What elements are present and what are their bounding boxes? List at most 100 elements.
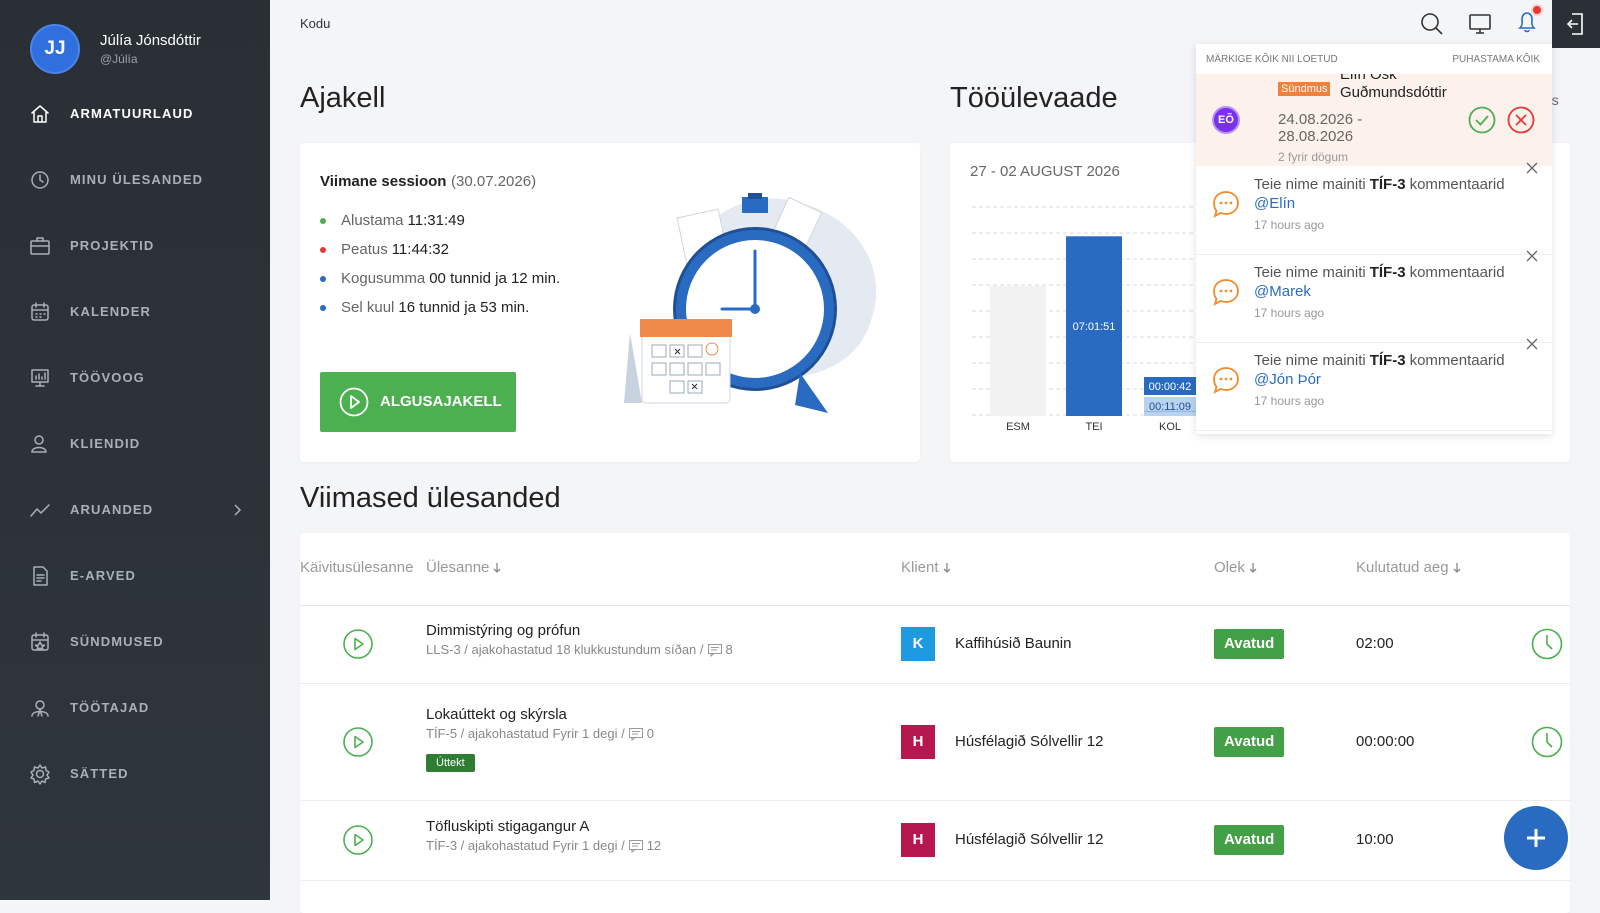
comment-icon-shape bbox=[1230, 378, 1233, 381]
sort-arrow-shape bbox=[943, 563, 951, 573]
nav-item[interactable]: TÖÖTAJAD bbox=[0, 686, 270, 730]
dismiss-button[interactable] bbox=[1526, 338, 1538, 350]
day-label: ESM bbox=[1006, 421, 1030, 433]
session-label: Viimane sessioon bbox=[320, 173, 446, 190]
breadcrumb: Kodu bbox=[300, 16, 330, 31]
start-task-button[interactable] bbox=[343, 727, 373, 757]
dismiss-button[interactable] bbox=[1526, 162, 1538, 174]
nav-icon bbox=[29, 367, 51, 389]
accept-button[interactable] bbox=[1468, 106, 1496, 134]
mark-all-read[interactable]: MÄRKIGE KÕIK NII LOETUD bbox=[1206, 54, 1338, 65]
comment-icon-shape bbox=[1220, 202, 1223, 205]
play-icon-shape bbox=[341, 389, 368, 416]
task-name[interactable]: Lokaúttekt og skýrsla bbox=[426, 706, 567, 723]
nav-icon-shape bbox=[29, 103, 51, 125]
nav-label: TÖÖTAJAD bbox=[70, 700, 149, 715]
nav-icon-shape bbox=[29, 565, 51, 587]
mention-prefix: Teie nime mainiti bbox=[1254, 352, 1366, 369]
bell-button[interactable] bbox=[1515, 8, 1545, 38]
nav-item[interactable]: KLIENDID bbox=[0, 422, 270, 466]
dismiss-button-shape bbox=[1526, 162, 1538, 174]
task-meta-text: TÍF-3 / ajakohastatud Fyrir 1 degi / bbox=[426, 838, 625, 853]
clear-all[interactable]: PUHASTAMA KÕIK bbox=[1452, 54, 1540, 65]
mention-user: @Elín bbox=[1254, 195, 1295, 212]
nav-label: E-ARVED bbox=[70, 568, 136, 583]
nav-label: SÄTTED bbox=[70, 766, 129, 781]
mention-suffix: kommentaarid bbox=[1410, 264, 1505, 281]
column-header[interactable]: Ülesanne bbox=[426, 559, 489, 576]
nav-label: ARMATUURLAUD bbox=[70, 106, 193, 121]
user-name: Júlía Jónsdóttir bbox=[100, 32, 201, 49]
dismiss-button[interactable] bbox=[1526, 250, 1538, 262]
task-tag: Úttekt bbox=[426, 754, 475, 772]
start-task-button-shape bbox=[344, 630, 372, 658]
task-name[interactable]: Töfluskipti stigagangur A bbox=[426, 818, 589, 835]
nav-icon bbox=[29, 763, 51, 785]
column-header[interactable]: Olek bbox=[1214, 559, 1245, 576]
bullet-shape bbox=[320, 305, 326, 311]
nav-item[interactable]: PROJEKTID bbox=[0, 224, 270, 268]
bullet-shape bbox=[320, 247, 326, 253]
decline-button-shape bbox=[1516, 115, 1526, 125]
nav-item[interactable]: ARUANDED bbox=[0, 488, 270, 532]
event-name: Elín Ósk Guðmundsdóttir bbox=[1340, 74, 1470, 102]
task-row: Töfluskipti stigagangur A TÍF-3 / ajakoha… bbox=[300, 800, 1570, 881]
session-date: (30.07.2026) bbox=[451, 173, 536, 190]
nav-item[interactable]: MINU ÜLESANDED bbox=[0, 158, 270, 202]
screen-button[interactable] bbox=[1468, 12, 1492, 36]
start-task-button[interactable] bbox=[343, 825, 373, 855]
column-header[interactable]: Kulutatud aeg bbox=[1356, 559, 1449, 576]
time-log-button[interactable] bbox=[1531, 628, 1563, 660]
comment-icon-shape bbox=[1220, 378, 1223, 381]
play-icon bbox=[339, 387, 369, 417]
dismiss-button-shape bbox=[1527, 163, 1537, 173]
nav-item[interactable]: TÖÖVOOG bbox=[0, 356, 270, 400]
task-meta: TÍF-5 / ajakohastatud Fyrir 1 degi /0 bbox=[426, 726, 654, 741]
nav-item[interactable]: SÜNDMUSED bbox=[0, 620, 270, 664]
mention-prefix: Teie nime mainiti bbox=[1254, 264, 1366, 281]
start-clock-button[interactable]: ALGUSAJAKELL bbox=[320, 372, 516, 432]
nav-chevron-shape bbox=[235, 505, 240, 515]
nav-icon-shape bbox=[38, 116, 42, 122]
decline-button[interactable] bbox=[1507, 106, 1535, 134]
session-item-value: 11:31:49 bbox=[408, 212, 465, 229]
comment-shape bbox=[629, 840, 643, 852]
bar-placeholder bbox=[990, 286, 1046, 416]
start-task-button-shape bbox=[344, 826, 372, 854]
accept-button-shape bbox=[1468, 106, 1496, 134]
nav-item[interactable]: KALENDER bbox=[0, 290, 270, 334]
nav-item[interactable]: ARMATUURLAUD bbox=[0, 92, 270, 136]
nav-item[interactable]: SÄTTED bbox=[0, 752, 270, 796]
nav-icon-shape bbox=[29, 367, 51, 389]
comment-icon-shape bbox=[1225, 290, 1228, 293]
play-icon-shape bbox=[339, 387, 369, 417]
nav-item[interactable]: E-ARVED bbox=[0, 554, 270, 598]
bullet bbox=[320, 247, 326, 253]
day-label: KOL bbox=[1159, 421, 1181, 433]
screen-button-shape bbox=[1468, 12, 1492, 36]
sort-arrow-shape bbox=[1453, 563, 1461, 573]
user-handle: @Júlía bbox=[100, 52, 138, 66]
logout-button[interactable] bbox=[1552, 0, 1600, 48]
add-button[interactable] bbox=[1504, 806, 1568, 870]
start-task-button[interactable] bbox=[343, 629, 373, 659]
column-header[interactable]: Klient bbox=[901, 559, 939, 576]
spent-time: 00:00:00 bbox=[1356, 733, 1414, 750]
bullet-shape bbox=[320, 218, 326, 224]
event-dates: 24.08.2026 - 28.08.2026 bbox=[1278, 111, 1388, 145]
time-log-button[interactable] bbox=[1531, 726, 1563, 758]
search-button[interactable] bbox=[1420, 12, 1444, 36]
accept-button-shape bbox=[1476, 116, 1488, 125]
nav-icon-shape bbox=[29, 697, 51, 719]
bell-button-shape bbox=[1525, 30, 1529, 32]
start-clock-label: ALGUSAJAKELL bbox=[380, 393, 502, 410]
task-name[interactable]: Dimmistýring og prófun bbox=[426, 622, 580, 639]
status-badge: Avatud bbox=[1214, 629, 1284, 659]
